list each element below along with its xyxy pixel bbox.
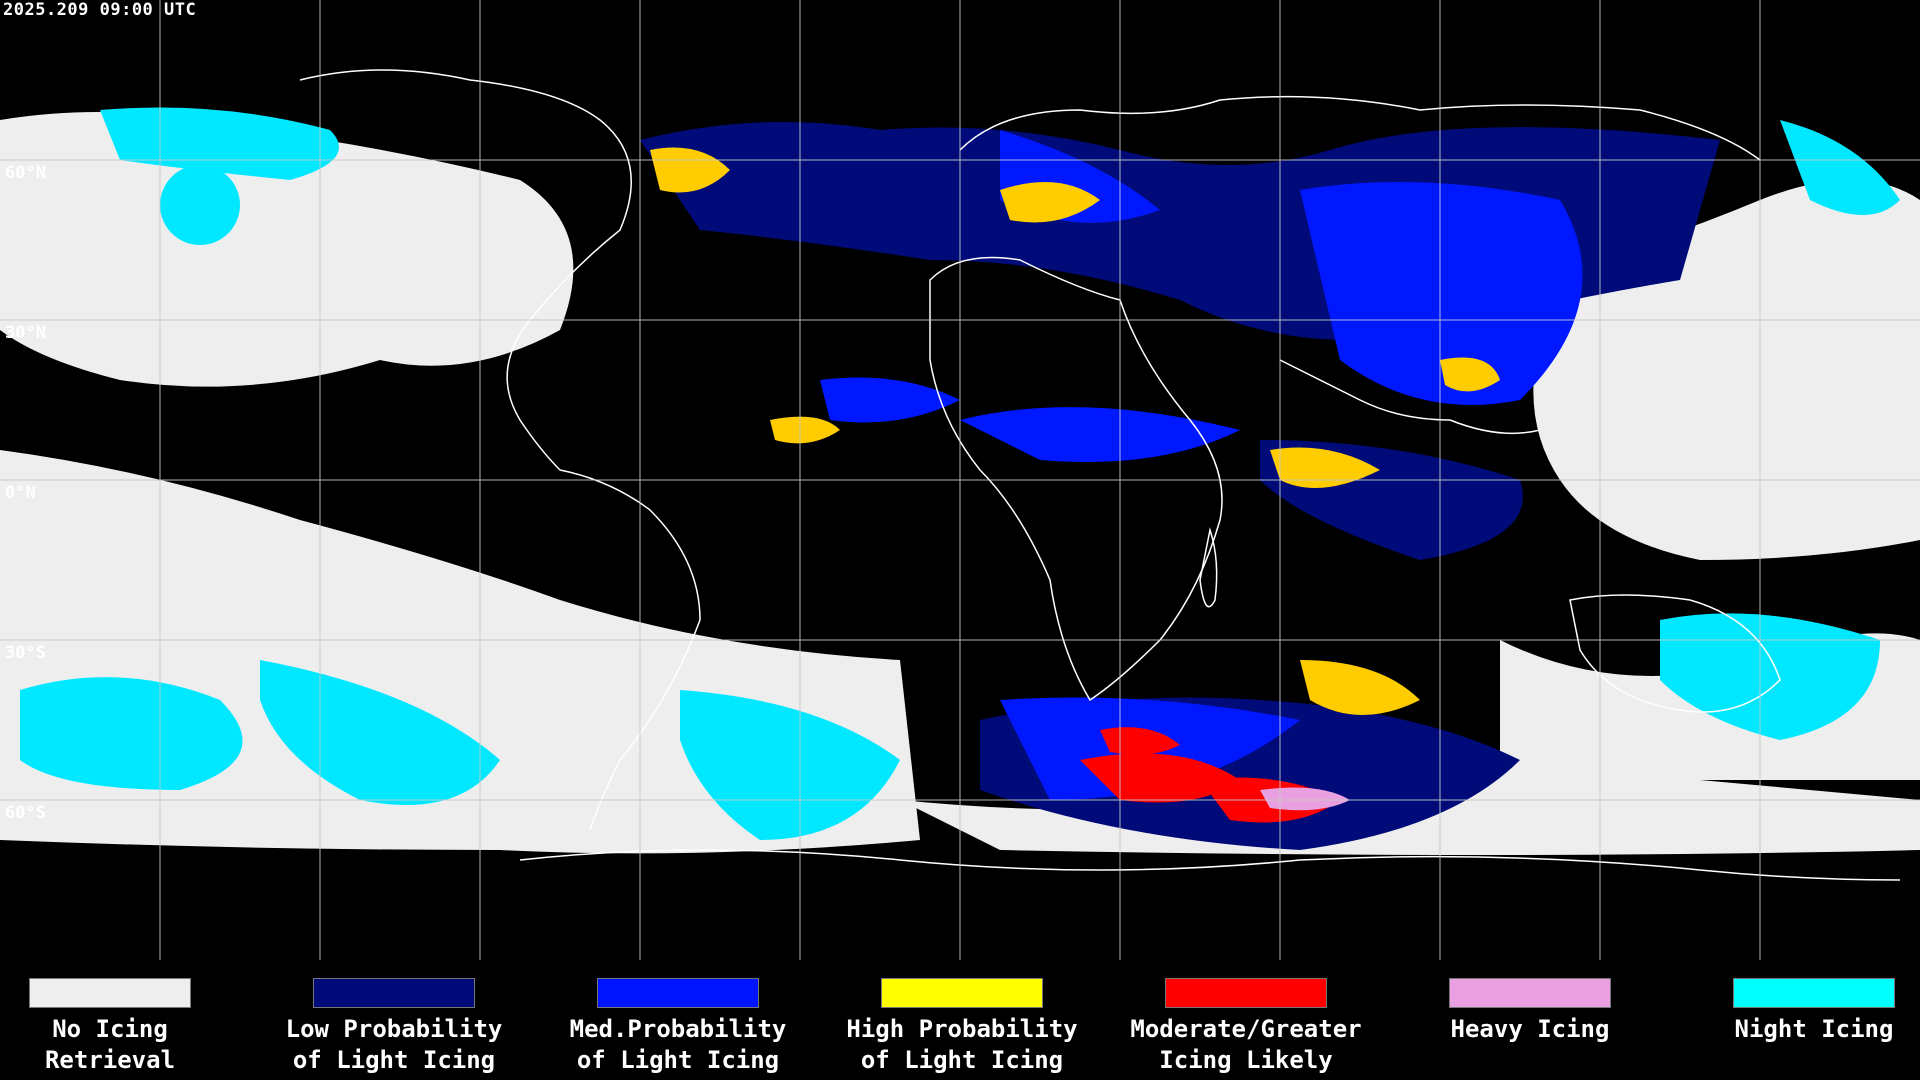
latitude-label-60s: 60°S [5, 803, 46, 823]
legend-item-moderate-icing: Moderate/Greater Icing Likely [1104, 978, 1388, 1076]
high-probability-regions [650, 147, 1500, 715]
legend-item-med-probability: Med.Probability of Light Icing [536, 978, 820, 1076]
legend-label-med-probability: Med.Probability of Light Icing [569, 1015, 787, 1074]
latitude-label-30s: 30°S [5, 643, 46, 663]
legend-label-night-icing: Night Icing [1734, 1015, 1894, 1043]
coastlines [299, 69, 1901, 881]
legend-item-no-icing: No Icing Retrieval [0, 978, 252, 1076]
legend-swatch-no-icing [29, 978, 191, 1008]
heavy-icing-regions [1260, 787, 1350, 811]
legend-item-high-probability: High Probability of Light Icing [820, 978, 1104, 1076]
legend-label-low-probability: Low Probability of Light Icing [285, 1015, 503, 1074]
legend-label-no-icing: No Icing Retrieval [44, 1015, 176, 1074]
legend-label-moderate-icing: Moderate/Greater Icing Likely [1130, 1015, 1362, 1074]
legend-item-night-icing: Night Icing [1672, 978, 1920, 1045]
legend-swatch-heavy-icing [1449, 978, 1611, 1008]
latitude-label-30n: 30°N [5, 323, 46, 343]
legend-item-heavy-icing: Heavy Icing [1388, 978, 1672, 1045]
legend-swatch-med-probability [597, 978, 759, 1008]
legend-label-high-probability: High Probability of Light Icing [846, 1015, 1078, 1074]
timestamp-label: 2025.209 09:00 UTC [3, 0, 197, 20]
graticule [0, 0, 1920, 960]
legend-label-heavy-icing: Heavy Icing [1450, 1015, 1610, 1043]
latitude-label-60n: 60°N [5, 163, 46, 183]
legend-swatch-night-icing [1733, 978, 1895, 1008]
legend-swatch-low-probability [313, 978, 475, 1008]
icing-map [0, 0, 1920, 960]
legend: No Icing Retrieval Low Probability of Li… [0, 962, 1920, 1080]
legend-swatch-high-probability [881, 978, 1043, 1008]
legend-swatch-moderate-icing [1165, 978, 1327, 1008]
legend-item-low-probability: Low Probability of Light Icing [252, 978, 536, 1076]
night-icing-regions [20, 107, 1900, 840]
latitude-label-0n: 0°N [5, 483, 36, 503]
